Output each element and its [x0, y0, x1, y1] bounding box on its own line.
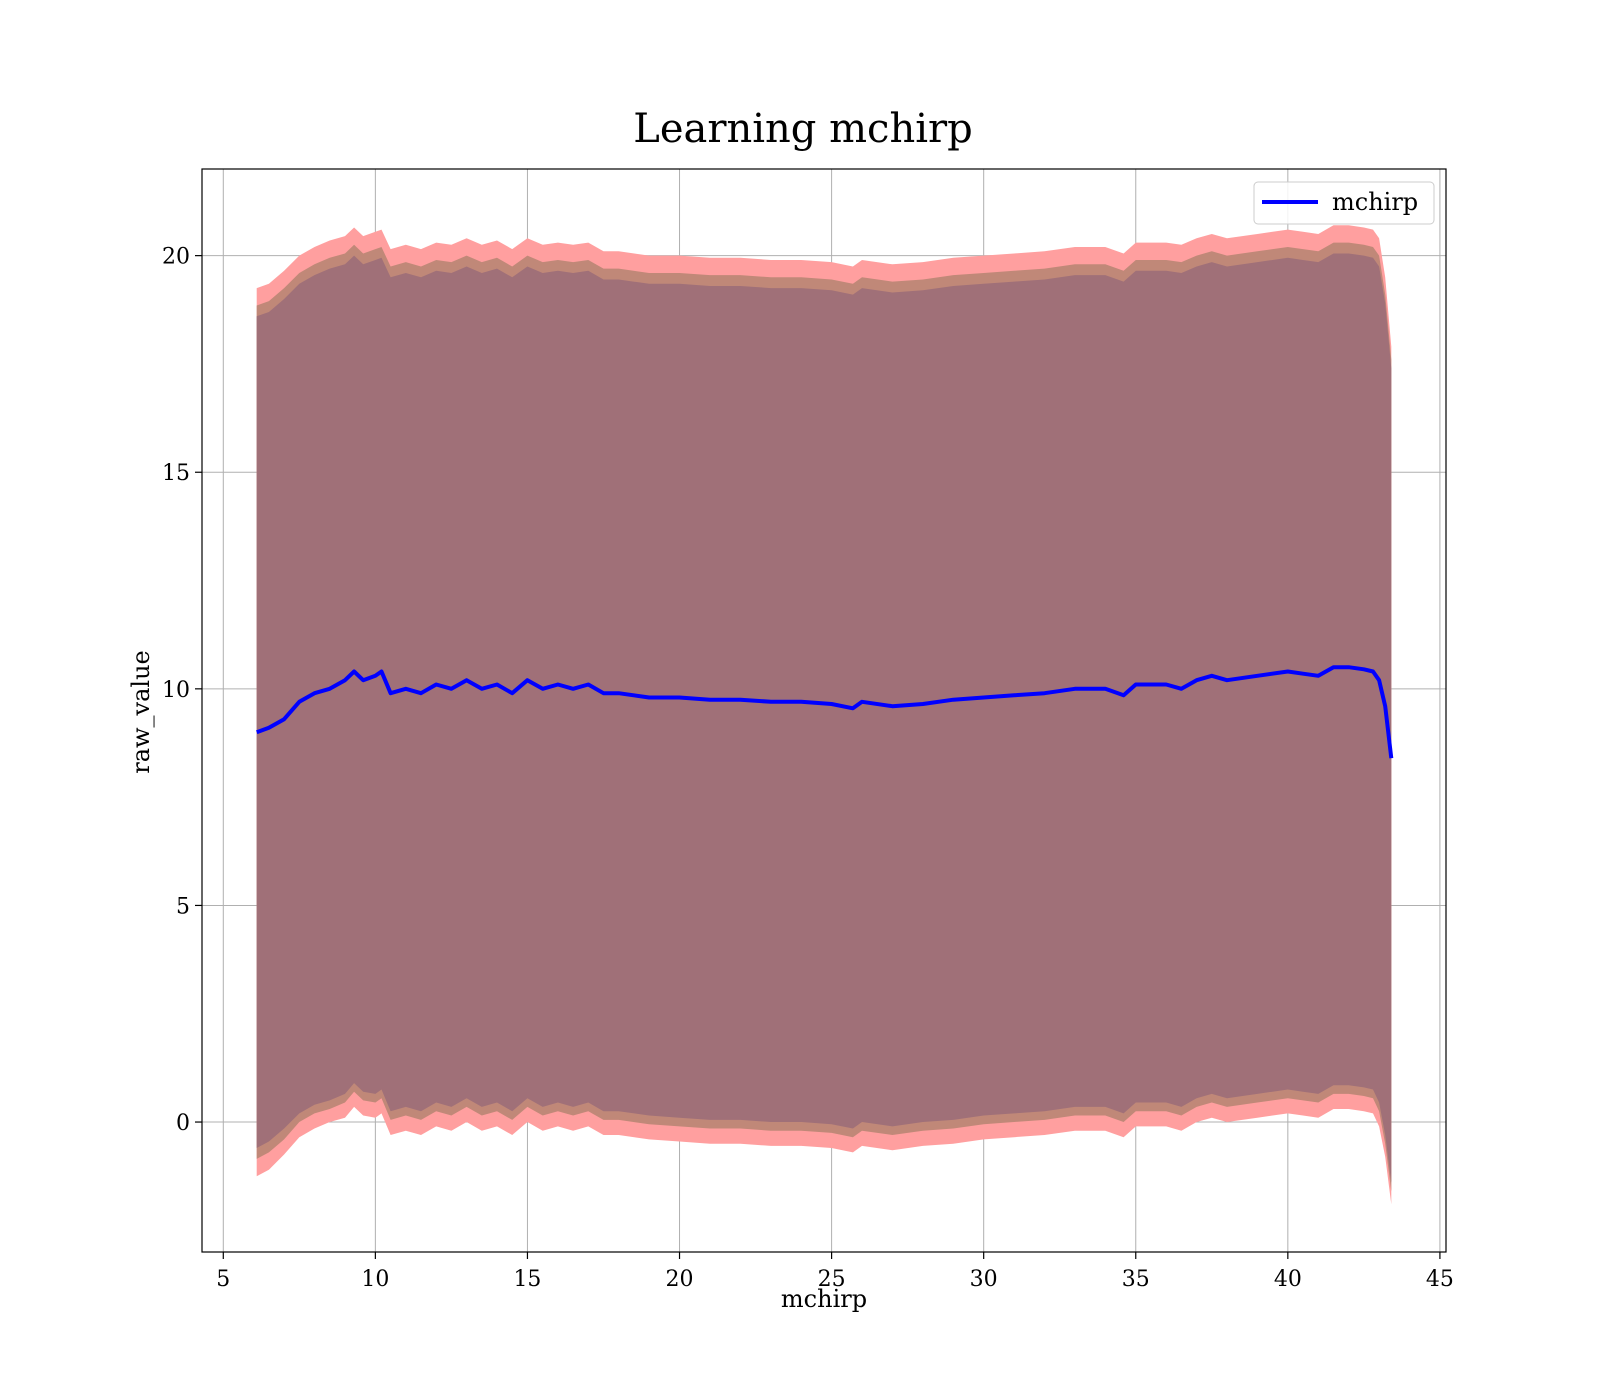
confidence-bands [256, 225, 1392, 1205]
series-line-mchirp [256, 665, 1394, 759]
legend: mchirp [1253, 181, 1435, 225]
plot-frame [201, 168, 1447, 1253]
x-tick-label: 25 [818, 1267, 846, 1292]
x-tick-label: 45 [1426, 1267, 1454, 1292]
x-tick-label: 15 [513, 1267, 541, 1292]
x-tick-label: 10 [361, 1267, 389, 1292]
y-tick-label: 20 [162, 245, 190, 270]
x-tick-label: 20 [666, 1267, 694, 1292]
x-tick-label: 35 [1122, 1267, 1150, 1292]
y-axis: 0 5 10 15 20 [162, 245, 202, 1136]
band-inner [256, 253, 1392, 1183]
chart-title: Learning mchirp [633, 106, 972, 152]
y-tick-label: 5 [176, 894, 190, 919]
x-tick-label: 5 [216, 1267, 230, 1292]
y-tick-label: 0 [176, 1111, 190, 1136]
legend-box [1253, 181, 1435, 225]
y-tick-label: 10 [162, 678, 190, 703]
x-tick-label: 40 [1274, 1267, 1302, 1292]
x-axis-label: mchirp [781, 1285, 867, 1313]
series-lines [256, 665, 1394, 759]
x-tick-label: 30 [970, 1267, 998, 1292]
legend-label: mchirp [1332, 188, 1418, 216]
y-axis-label: raw_value [127, 650, 155, 774]
x-axis: 5 10 15 20 25 30 35 40 45 [216, 1252, 1454, 1292]
y-tick-label: 15 [162, 461, 190, 486]
